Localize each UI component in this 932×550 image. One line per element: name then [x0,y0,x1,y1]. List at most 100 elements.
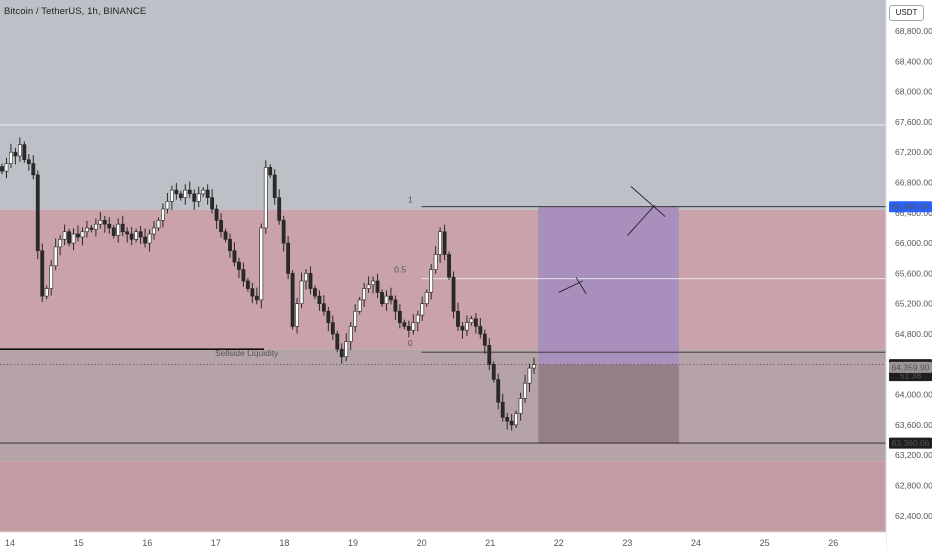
candle-body [491,363,496,380]
candle-body [438,231,443,255]
price-axis[interactable] [886,0,932,550]
candle-body [313,288,317,297]
candle-body [415,314,420,323]
candle-body [219,220,223,233]
candle-body [205,189,210,198]
candle-body [321,303,326,312]
drawn-entry-mark[interactable] [558,280,584,293]
candle-body [102,220,107,225]
drawn-entry-mark[interactable] [575,276,587,295]
candle-body [4,163,9,172]
candle-body [335,333,340,350]
candle-body [187,189,192,195]
projection-stop-box[interactable] [538,364,679,444]
candle-body [478,326,483,335]
candle-countdown-label: 51:38 [900,371,922,381]
candle-body [366,284,371,289]
projection-target-box[interactable] [538,206,679,365]
drawn-target-mark[interactable] [630,185,666,217]
candle-body [326,310,331,323]
y-tick-label: 66,000.00 [895,238,932,248]
candle-body [290,273,295,327]
candle-body [183,189,188,198]
candle-body [125,231,130,235]
candle-body [317,295,322,304]
candle-body [460,326,465,331]
candle-body [40,250,45,297]
candle-body [116,223,121,236]
candle-body [304,273,308,282]
candle-body [53,246,58,267]
candle-body [532,364,536,369]
candle-body [509,420,514,426]
price-badge-label: 64,359.90 [892,362,930,372]
candle-body [344,341,349,358]
candle-body [17,144,22,157]
candle-body [505,417,510,422]
candle-body [80,231,85,238]
candle-body [424,292,429,304]
candle-body [473,318,478,327]
candle-body [330,322,335,335]
candle-body [339,348,344,358]
candle-body [138,231,143,238]
candle-body [487,345,492,365]
candle-body [214,208,219,221]
y-tick-label: 65,600.00 [895,268,932,278]
x-tick-label: 18 [279,538,289,548]
candle-body [268,167,273,176]
x-tick-label: 19 [348,538,358,548]
fib-label-05: 0.5 [394,265,406,275]
price-badge [889,361,932,373]
candle-body [384,295,389,304]
candle-body [375,280,380,293]
upper-area [0,0,886,210]
candle-body [406,326,411,331]
x-tick-label: 15 [74,538,84,548]
candle-body [299,280,304,305]
drawn-target-mark[interactable] [627,204,656,236]
candle-body [295,303,299,327]
candle-body [523,382,527,399]
candle-body [411,322,416,331]
x-tick-label: 16 [142,538,152,548]
candle-body [228,239,232,251]
time-axis[interactable] [0,532,886,550]
candle-body [286,242,291,274]
candle-body [192,193,197,202]
candle-body [348,326,353,342]
candle-body [308,273,313,289]
candle-body [232,250,237,263]
candle-body [152,227,156,235]
x-tick-label: 17 [211,538,221,548]
x-tick-label: 20 [417,538,427,548]
candle-body [420,303,425,316]
candle-body [281,220,286,244]
candle-body [0,166,4,172]
price-badge [889,437,932,449]
candle-body [22,144,27,161]
y-tick-label: 68,400.00 [895,56,932,66]
candle-body [389,295,393,301]
candle-body [514,413,519,426]
symbol-title: Bitcoin / TetherUS, 1h, BINANCE [4,6,147,17]
candle-body [259,227,264,301]
y-tick-label: 63,600.00 [895,420,932,430]
price-badge [889,201,932,213]
candle-body [241,269,246,282]
candle-body [93,223,98,230]
candle-body [237,261,241,270]
candle-body [67,231,71,244]
candle-body [357,299,362,312]
candle-body [178,193,183,198]
candle-body [465,322,469,331]
candle-body [196,193,201,202]
candle-body [393,299,398,312]
x-tick-label: 25 [760,538,770,548]
candle-body [147,233,152,244]
candle-body [169,189,174,202]
candle-body [469,318,474,323]
currency-button[interactable]: USDT [889,5,924,21]
